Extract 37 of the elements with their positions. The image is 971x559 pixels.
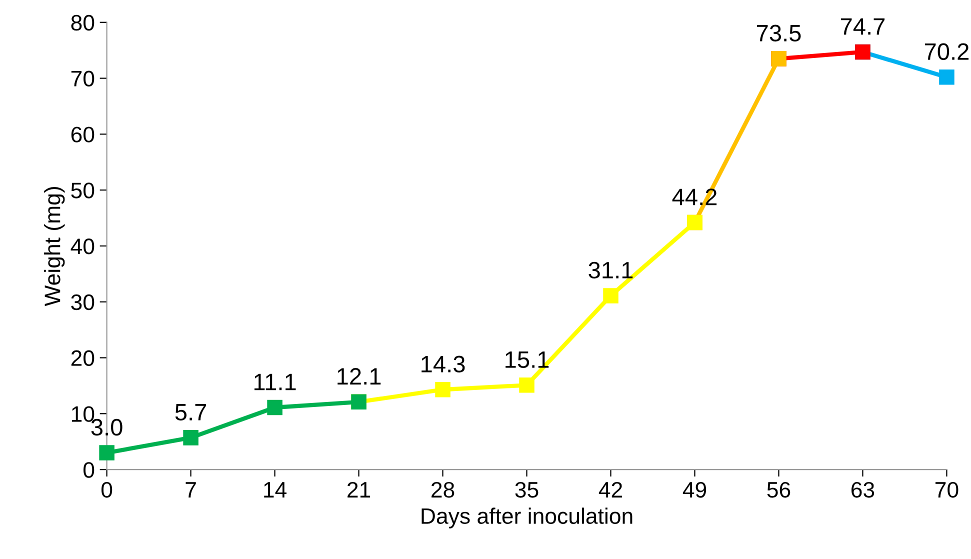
point (939, 70, 954, 85)
data-label: 12.1 (338, 368, 381, 385)
point (603, 288, 618, 304)
y-tick-label: 80 (71, 14, 94, 31)
y-tick-label: 20 (71, 350, 94, 366)
data-label: 73.5 (756, 24, 801, 42)
y-tick-label: 30 (71, 294, 94, 310)
x-tick-label: 7 (186, 482, 196, 498)
data-label: 5.7 (175, 404, 206, 421)
x-tick-label: 42 (598, 482, 622, 498)
x-tick-label: 70 (936, 482, 958, 498)
x-tick-label: 35 (515, 482, 538, 498)
data-label: 14.3 (422, 356, 465, 372)
y-axis-title: Weight (mg) (44, 187, 65, 306)
data-label: 70.2 (924, 43, 969, 60)
y-tick-label: 70 (71, 70, 94, 87)
y-tick-label: 0 (84, 462, 94, 478)
y-tick-label: 40 (70, 238, 94, 254)
data-label: 74.7 (840, 18, 885, 35)
data-label: 31.1 (588, 262, 633, 279)
y-tick-label: 50 (71, 182, 94, 198)
y-tick-label: 60 (71, 126, 94, 142)
x-tick-label: 14 (264, 482, 287, 498)
x-tick-label: 63 (852, 482, 874, 498)
x-axis-title: Days after inoculation (422, 508, 632, 528)
point (519, 378, 534, 393)
x-tick-label: 56 (767, 482, 790, 498)
data-label: 11.1 (254, 374, 296, 390)
x-tick-label: 49 (682, 482, 706, 498)
point (267, 400, 282, 416)
data-label: 15.1 (506, 352, 549, 368)
x-tick-label: 0 (102, 482, 112, 498)
point (99, 445, 114, 460)
point (435, 382, 450, 398)
point (183, 430, 198, 446)
x-tick-label: 21 (348, 482, 370, 498)
x-tick-label: 28 (432, 482, 454, 498)
